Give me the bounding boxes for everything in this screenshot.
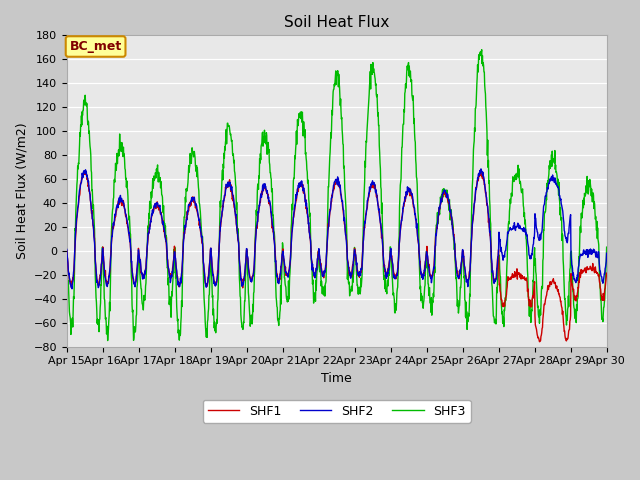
SHF2 bbox=[540, 210, 547, 216]
SHF1 bbox=[170, 252, 178, 258]
SHF1 bbox=[80, 168, 88, 174]
SHF1 bbox=[492, 276, 499, 281]
SHF2 bbox=[184, 212, 191, 217]
SHF2 bbox=[244, 253, 252, 259]
SHF2 bbox=[492, 277, 499, 283]
SHF3 bbox=[104, 338, 111, 344]
SHF3 bbox=[492, 316, 499, 322]
SHF1 bbox=[540, 312, 547, 318]
SHF3 bbox=[603, 244, 611, 250]
SHF2 bbox=[170, 253, 178, 259]
SHF3 bbox=[478, 47, 486, 52]
Title: Soil Heat Flux: Soil Heat Flux bbox=[284, 15, 389, 30]
Line: SHF2: SHF2 bbox=[67, 169, 607, 289]
SHF1 bbox=[184, 209, 191, 215]
SHF1 bbox=[603, 270, 611, 276]
Line: SHF1: SHF1 bbox=[67, 171, 607, 342]
Y-axis label: Soil Heat Flux (W/m2): Soil Heat Flux (W/m2) bbox=[15, 123, 28, 259]
SHF2 bbox=[603, 251, 611, 256]
SHF3 bbox=[540, 255, 547, 261]
SHF2 bbox=[477, 166, 484, 172]
SHF3 bbox=[170, 246, 178, 252]
SHF1 bbox=[244, 255, 252, 261]
SHF3 bbox=[244, 271, 252, 277]
SHF1 bbox=[536, 339, 543, 345]
Line: SHF3: SHF3 bbox=[67, 49, 607, 341]
SHF3 bbox=[184, 187, 191, 192]
X-axis label: Time: Time bbox=[321, 372, 352, 385]
Legend: SHF1, SHF2, SHF3: SHF1, SHF2, SHF3 bbox=[202, 400, 471, 423]
SHF2 bbox=[63, 247, 70, 252]
SHF1 bbox=[421, 263, 429, 269]
SHF2 bbox=[68, 286, 76, 292]
SHF1 bbox=[63, 248, 70, 253]
SHF2 bbox=[421, 268, 429, 274]
SHF3 bbox=[63, 249, 70, 255]
Text: BC_met: BC_met bbox=[70, 40, 122, 53]
SHF3 bbox=[421, 284, 429, 290]
